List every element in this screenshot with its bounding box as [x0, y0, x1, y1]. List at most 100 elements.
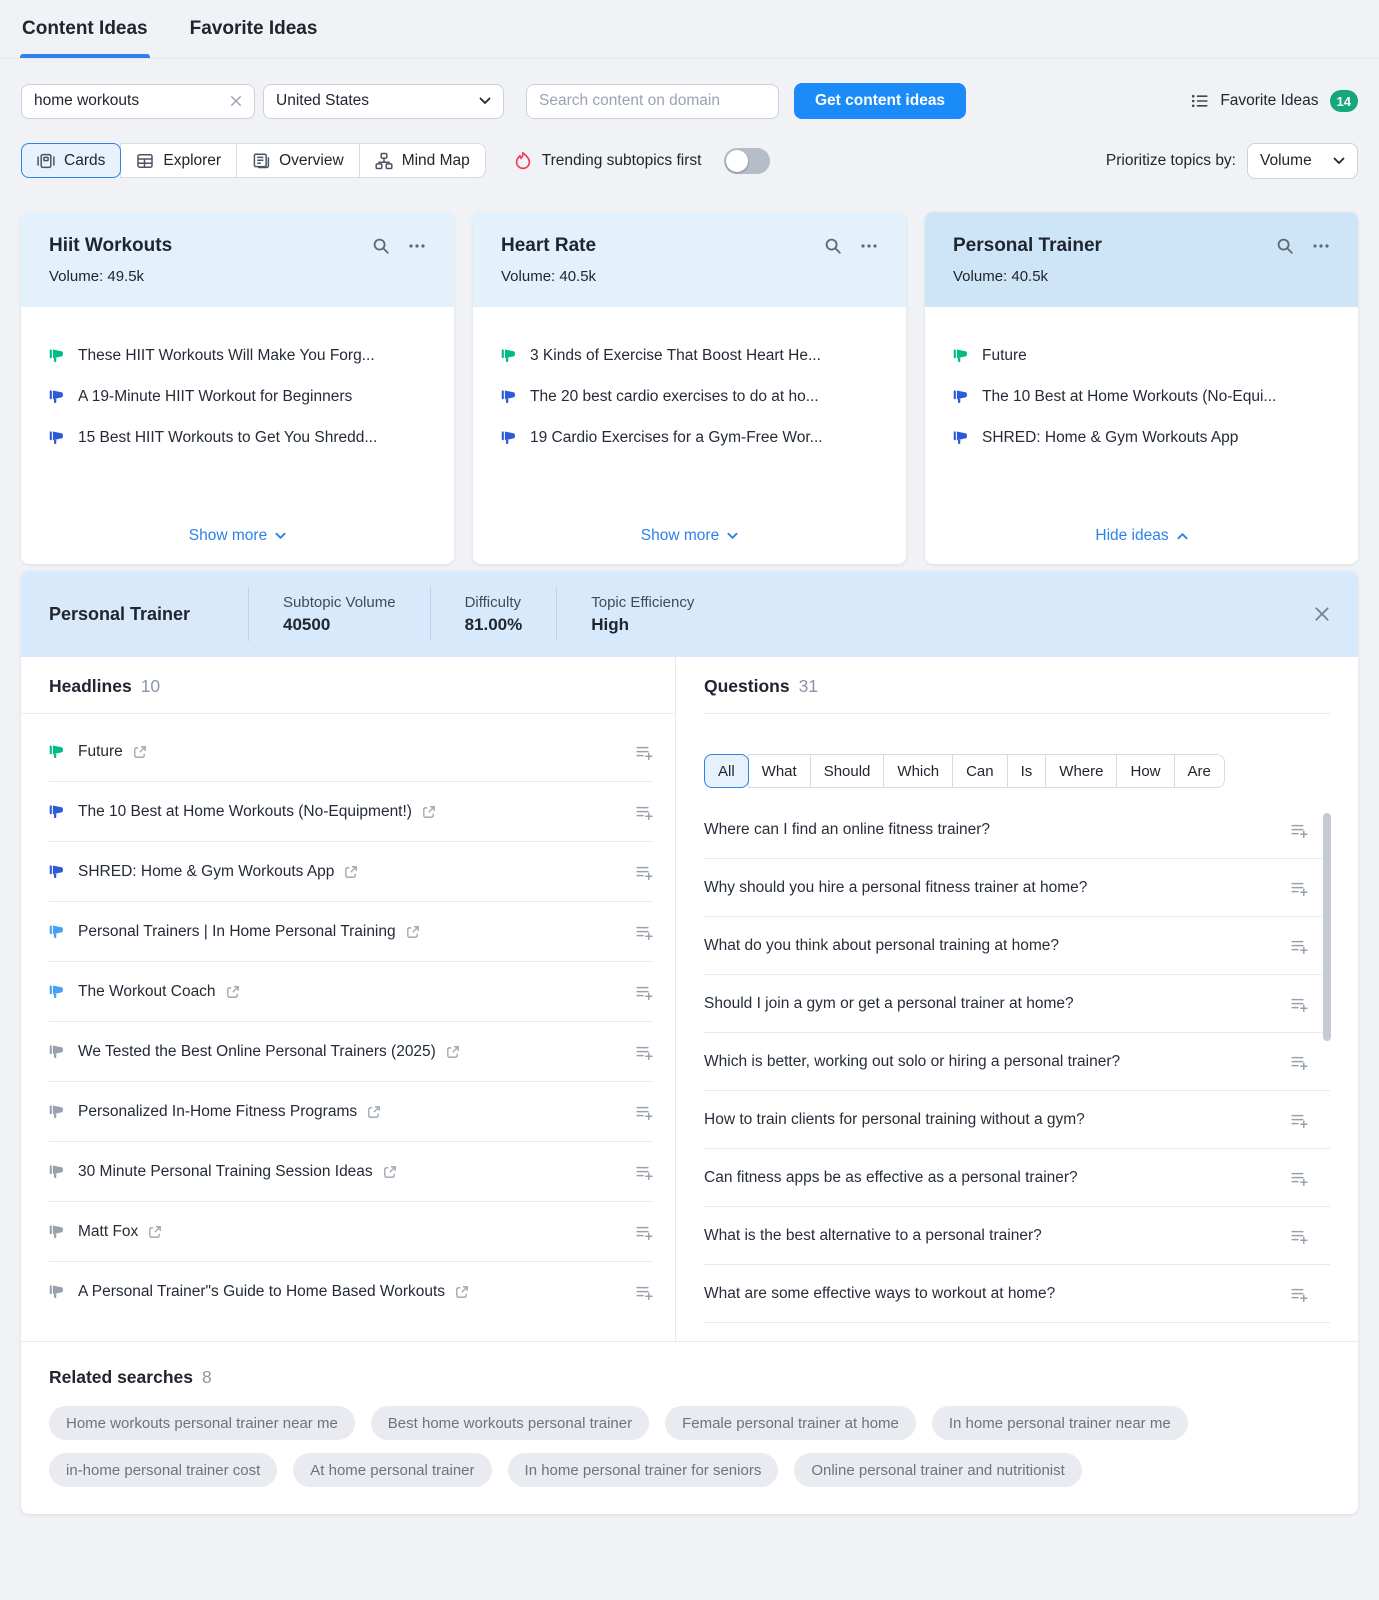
external-link-icon[interactable]: [446, 1045, 460, 1059]
idea-item[interactable]: A 19-Minute HIIT Workout for Beginners: [49, 388, 426, 406]
more-options-icon[interactable]: [408, 237, 426, 255]
add-to-list-icon[interactable]: [1290, 879, 1308, 897]
country-select[interactable]: United States: [263, 83, 504, 119]
explorer-view-icon: [136, 152, 154, 170]
add-to-list-icon[interactable]: [635, 863, 653, 881]
external-link-icon[interactable]: [344, 865, 358, 879]
related-search-chip[interactable]: Online personal trainer and nutritionist: [794, 1453, 1082, 1487]
add-to-list-icon[interactable]: [1290, 1111, 1308, 1129]
scrollbar[interactable]: [1323, 813, 1331, 1041]
search-icon[interactable]: [1276, 237, 1294, 255]
related-search-chip[interactable]: Female personal trainer at home: [665, 1406, 916, 1440]
topic-card-personal-trainer[interactable]: Personal Trainer Volume: 40.5k Future Th…: [925, 212, 1358, 564]
external-link-icon[interactable]: [383, 1165, 397, 1179]
search-icon[interactable]: [824, 237, 842, 255]
question-row: What is the best alternative to a person…: [704, 1207, 1330, 1265]
cards-view-icon: [37, 152, 55, 170]
topic-card-hiit-workouts[interactable]: Hiit Workouts Volume: 49.5k These HIIT W…: [21, 212, 454, 564]
favorite-ideas-link[interactable]: Favorite Ideas 14: [1191, 90, 1358, 112]
filter-should[interactable]: Should: [809, 754, 885, 788]
filter-are[interactable]: Are: [1173, 754, 1225, 788]
filter-how[interactable]: How: [1116, 754, 1175, 788]
add-to-list-icon[interactable]: [1290, 937, 1308, 955]
megaphone-icon: [49, 1044, 65, 1060]
keyword-field[interactable]: [21, 83, 255, 119]
flame-icon: [513, 151, 531, 171]
question-row: Where can I find an online fitness train…: [704, 801, 1330, 859]
hide-ideas-link[interactable]: Hide ideas: [1095, 527, 1188, 545]
view-explorer-button[interactable]: Explorer: [120, 143, 238, 178]
add-to-list-icon[interactable]: [1290, 1053, 1308, 1071]
filter-can[interactable]: Can: [952, 754, 1008, 788]
add-to-list-icon[interactable]: [1290, 995, 1308, 1013]
idea-item[interactable]: These HIIT Workouts Will Make You Forg..…: [49, 347, 426, 365]
filter-where[interactable]: Where: [1045, 754, 1118, 788]
idea-item[interactable]: SHRED: Home & Gym Workouts App: [953, 429, 1330, 447]
question-text: Which is better, working out solo or hir…: [704, 1052, 1121, 1070]
filter-what[interactable]: What: [747, 754, 811, 788]
prioritize-label: Prioritize topics by:: [1105, 151, 1236, 169]
keyword-input[interactable]: [34, 92, 204, 110]
idea-item[interactable]: 19 Cardio Exercises for a Gym-Free Wor..…: [501, 429, 878, 447]
add-to-list-icon[interactable]: [635, 743, 653, 761]
add-to-list-icon[interactable]: [635, 983, 653, 1001]
add-to-list-icon[interactable]: [1290, 1285, 1308, 1303]
idea-item[interactable]: The 20 best cardio exercises to do at ho…: [501, 388, 878, 406]
external-link-icon[interactable]: [406, 925, 420, 939]
add-to-list-icon[interactable]: [635, 1283, 653, 1301]
topic-card-heart-rate[interactable]: Heart Rate Volume: 40.5k 3 Kinds of Exer…: [473, 212, 906, 564]
filter-is[interactable]: Is: [1006, 754, 1047, 788]
more-options-icon[interactable]: [1312, 237, 1330, 255]
filter-all[interactable]: All: [704, 754, 749, 788]
more-options-icon[interactable]: [860, 237, 878, 255]
add-to-list-icon[interactable]: [1290, 1227, 1308, 1245]
add-to-list-icon[interactable]: [635, 803, 653, 821]
megaphone-icon: [953, 430, 969, 446]
idea-item[interactable]: Future: [953, 347, 1330, 365]
show-more-link[interactable]: Show more: [641, 527, 738, 545]
related-search-chip[interactable]: in-home personal trainer cost: [49, 1453, 278, 1487]
idea-item[interactable]: 15 Best HIIT Workouts to Get You Shredd.…: [49, 429, 426, 447]
external-link-icon[interactable]: [422, 805, 436, 819]
add-to-list-icon[interactable]: [635, 1163, 653, 1181]
related-search-chip[interactable]: Home workouts personal trainer near me: [49, 1406, 355, 1440]
show-more-link[interactable]: Show more: [189, 527, 286, 545]
megaphone-icon: [49, 1104, 65, 1120]
related-searches-section: Related searches 8 Home workouts persona…: [21, 1341, 1358, 1514]
megaphone-icon: [501, 389, 517, 405]
trending-subtopics-control: Trending subtopics first: [513, 147, 771, 174]
related-search-chip[interactable]: In home personal trainer for seniors: [507, 1453, 779, 1487]
add-to-list-icon[interactable]: [635, 1103, 653, 1121]
external-link-icon[interactable]: [133, 745, 147, 759]
external-link-icon[interactable]: [455, 1285, 469, 1299]
tab-content-ideas[interactable]: Content Ideas: [20, 0, 150, 58]
search-icon[interactable]: [372, 237, 390, 255]
clear-keyword-icon[interactable]: [230, 95, 242, 107]
question-row: Which is better, working out solo or hir…: [704, 1033, 1330, 1091]
related-searches-chips: Home workouts personal trainer near me B…: [49, 1406, 1330, 1487]
related-search-chip[interactable]: At home personal trainer: [293, 1453, 492, 1487]
add-to-list-icon[interactable]: [1290, 821, 1308, 839]
domain-input[interactable]: [539, 92, 766, 110]
external-link-icon[interactable]: [367, 1105, 381, 1119]
idea-item[interactable]: The 10 Best at Home Workouts (No-Equi...: [953, 388, 1330, 406]
add-to-list-icon[interactable]: [635, 1223, 653, 1241]
close-icon[interactable]: [1314, 606, 1330, 622]
external-link-icon[interactable]: [148, 1225, 162, 1239]
external-link-icon[interactable]: [226, 985, 240, 999]
view-cards-button[interactable]: Cards: [21, 143, 122, 178]
add-to-list-icon[interactable]: [635, 1043, 653, 1061]
idea-item[interactable]: 3 Kinds of Exercise That Boost Heart He.…: [501, 347, 878, 365]
get-content-ideas-button[interactable]: Get content ideas: [794, 83, 967, 119]
domain-field[interactable]: [526, 83, 779, 119]
prioritize-select[interactable]: Volume: [1247, 142, 1358, 179]
add-to-list-icon[interactable]: [1290, 1169, 1308, 1187]
tab-favorite-ideas[interactable]: Favorite Ideas: [189, 18, 318, 39]
filter-which[interactable]: Which: [883, 754, 954, 788]
add-to-list-icon[interactable]: [635, 923, 653, 941]
related-search-chip[interactable]: In home personal trainer near me: [931, 1406, 1188, 1440]
related-search-chip[interactable]: Best home workouts personal trainer: [370, 1406, 650, 1440]
view-overview-button[interactable]: Overview: [236, 143, 360, 178]
view-mindmap-button[interactable]: Mind Map: [358, 143, 486, 178]
trending-toggle[interactable]: [724, 147, 771, 174]
